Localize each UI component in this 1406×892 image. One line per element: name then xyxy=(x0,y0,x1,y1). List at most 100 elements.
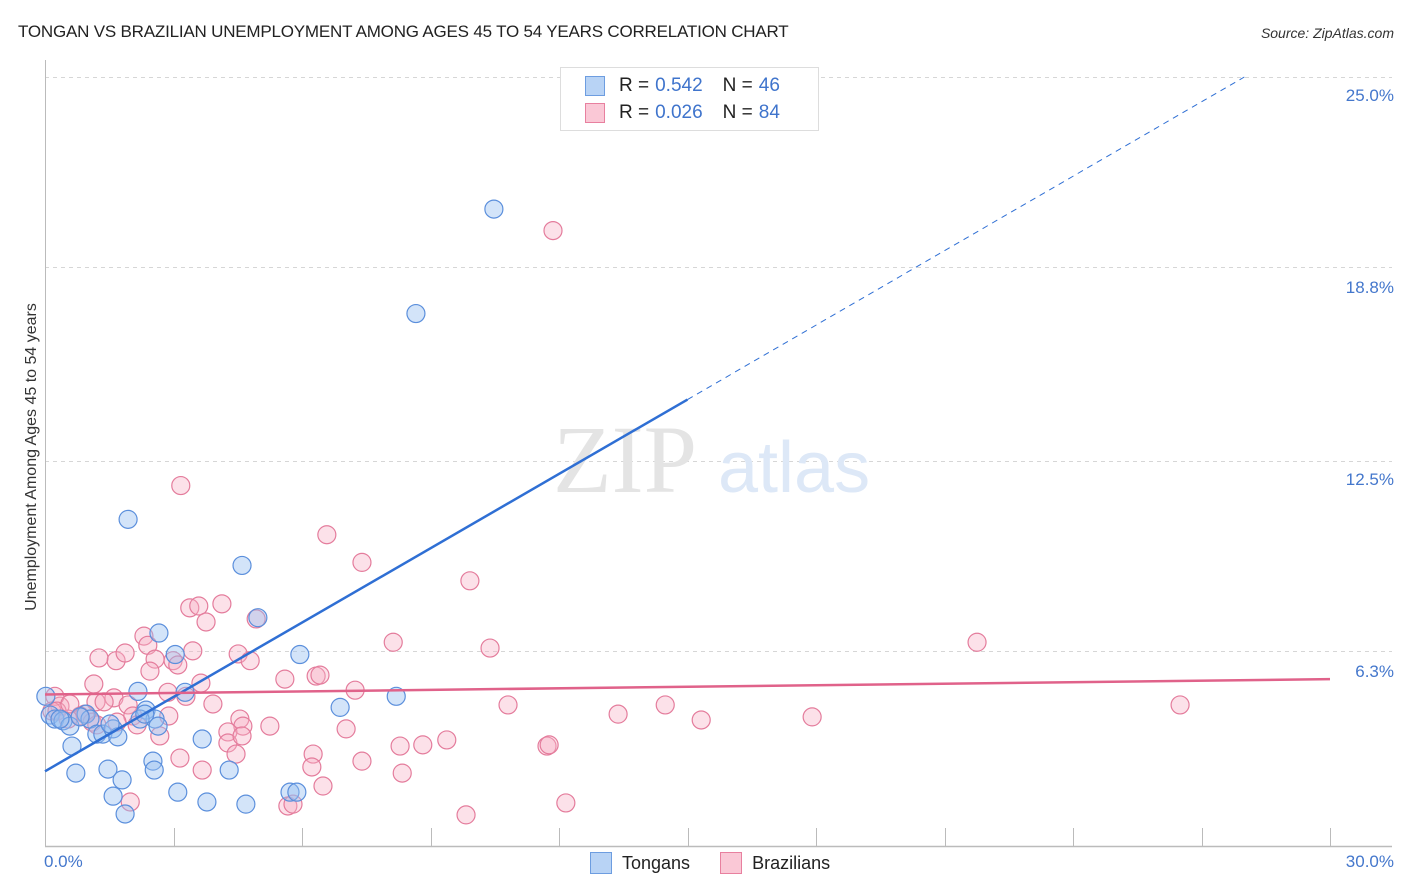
data-point xyxy=(112,770,132,790)
watermark: ZIP atlas xyxy=(553,406,870,513)
data-point xyxy=(1170,695,1190,715)
data-point xyxy=(240,651,260,671)
data-point xyxy=(317,525,337,545)
data-point xyxy=(170,748,190,768)
legend-label-brazilians: Brazilians xyxy=(752,852,831,873)
brazilian-swatch-icon xyxy=(585,103,605,123)
watermark-zip: ZIP xyxy=(553,406,697,513)
data-point xyxy=(118,695,138,715)
data-point xyxy=(115,804,135,824)
brazilian-swatch-icon xyxy=(720,852,743,874)
y-axis-label: Unemployment Among Ages 45 to 54 years xyxy=(23,303,40,611)
data-point xyxy=(260,716,280,736)
data-point xyxy=(94,692,114,712)
y-tick-18-8: 18.8% xyxy=(1345,278,1394,297)
legend-r-label: R = xyxy=(619,102,650,123)
data-point xyxy=(437,730,457,750)
data-point xyxy=(310,665,330,685)
data-point xyxy=(93,724,113,744)
data-point xyxy=(192,729,212,749)
data-point xyxy=(608,704,628,724)
data-point xyxy=(98,759,118,779)
data-point xyxy=(498,695,518,715)
series-legend: Tongans Brazilians xyxy=(590,852,860,874)
brazilian-trend-line xyxy=(44,677,1331,696)
data-point xyxy=(556,793,576,813)
data-point xyxy=(413,735,433,755)
data-point xyxy=(218,722,238,742)
data-point xyxy=(287,782,307,802)
data-point xyxy=(543,221,563,241)
data-point xyxy=(212,594,232,614)
data-point xyxy=(118,509,138,529)
data-point xyxy=(967,632,987,652)
data-point xyxy=(352,552,372,572)
data-point xyxy=(655,695,675,715)
legend-r-value: 0.026 xyxy=(655,102,703,123)
watermark-atlas: atlas xyxy=(718,428,870,508)
data-point xyxy=(460,571,480,591)
data-point xyxy=(352,751,372,771)
data-point xyxy=(691,710,711,730)
data-point xyxy=(383,632,403,652)
data-point xyxy=(196,612,216,632)
data-point xyxy=(219,760,239,780)
data-point xyxy=(168,782,188,802)
data-point xyxy=(192,760,212,780)
data-point xyxy=(232,555,252,576)
data-point xyxy=(484,199,504,219)
y-tick-12-5: 12.5% xyxy=(1345,470,1394,489)
tongan-swatch-icon xyxy=(585,76,605,96)
legend-r-label: R = xyxy=(619,75,650,96)
legend-r-value: 0.542 xyxy=(655,75,703,96)
legend-item-brazilians[interactable]: Brazilians xyxy=(720,852,830,874)
data-point xyxy=(165,644,185,665)
data-point xyxy=(171,475,191,496)
data-point xyxy=(226,744,246,764)
data-point xyxy=(236,794,256,814)
data-point xyxy=(50,709,70,729)
y-tick-6-3: 6.3% xyxy=(1355,662,1394,681)
gridlines xyxy=(45,77,1392,652)
axes xyxy=(45,60,1392,848)
data-point xyxy=(480,638,500,658)
data-point xyxy=(89,648,109,668)
data-point xyxy=(149,623,169,643)
legend-n-label: N = xyxy=(722,75,753,96)
data-point xyxy=(248,608,268,628)
data-point xyxy=(189,596,209,616)
data-point xyxy=(115,643,135,663)
data-point xyxy=(197,792,217,812)
data-point xyxy=(144,760,164,780)
data-point xyxy=(386,686,406,706)
legend-n-value: 46 xyxy=(758,75,780,96)
data-point xyxy=(302,757,322,777)
legend-label-tongans: Tongans xyxy=(622,852,691,873)
data-point xyxy=(66,763,86,783)
legend-item-tongans[interactable]: Tongans xyxy=(590,852,690,874)
data-point xyxy=(70,707,90,727)
y-tick-25: 25.0% xyxy=(1345,86,1394,105)
data-point xyxy=(280,782,300,802)
data-point xyxy=(233,716,253,736)
source-label: Source: ZipAtlas.com xyxy=(1260,25,1394,41)
data-point xyxy=(203,694,223,714)
legend-n-label: N = xyxy=(722,102,753,123)
data-point xyxy=(539,735,559,755)
legend-row-brazilians: R = 0.026 N = 84 xyxy=(585,100,780,126)
data-point xyxy=(84,674,104,694)
data-point xyxy=(103,786,123,806)
data-point xyxy=(290,644,310,665)
tongan-points xyxy=(36,199,504,824)
legend-n-value: 84 xyxy=(758,102,780,123)
data-point xyxy=(36,686,56,706)
data-point xyxy=(128,681,148,702)
data-point xyxy=(183,641,203,661)
data-point xyxy=(120,792,140,812)
x-tick-30: 30.0% xyxy=(1345,852,1394,871)
tongan-trend-extension xyxy=(687,76,1245,400)
trend-lines xyxy=(44,76,1331,773)
data-point xyxy=(456,805,476,825)
brazilian-points xyxy=(42,221,1190,825)
